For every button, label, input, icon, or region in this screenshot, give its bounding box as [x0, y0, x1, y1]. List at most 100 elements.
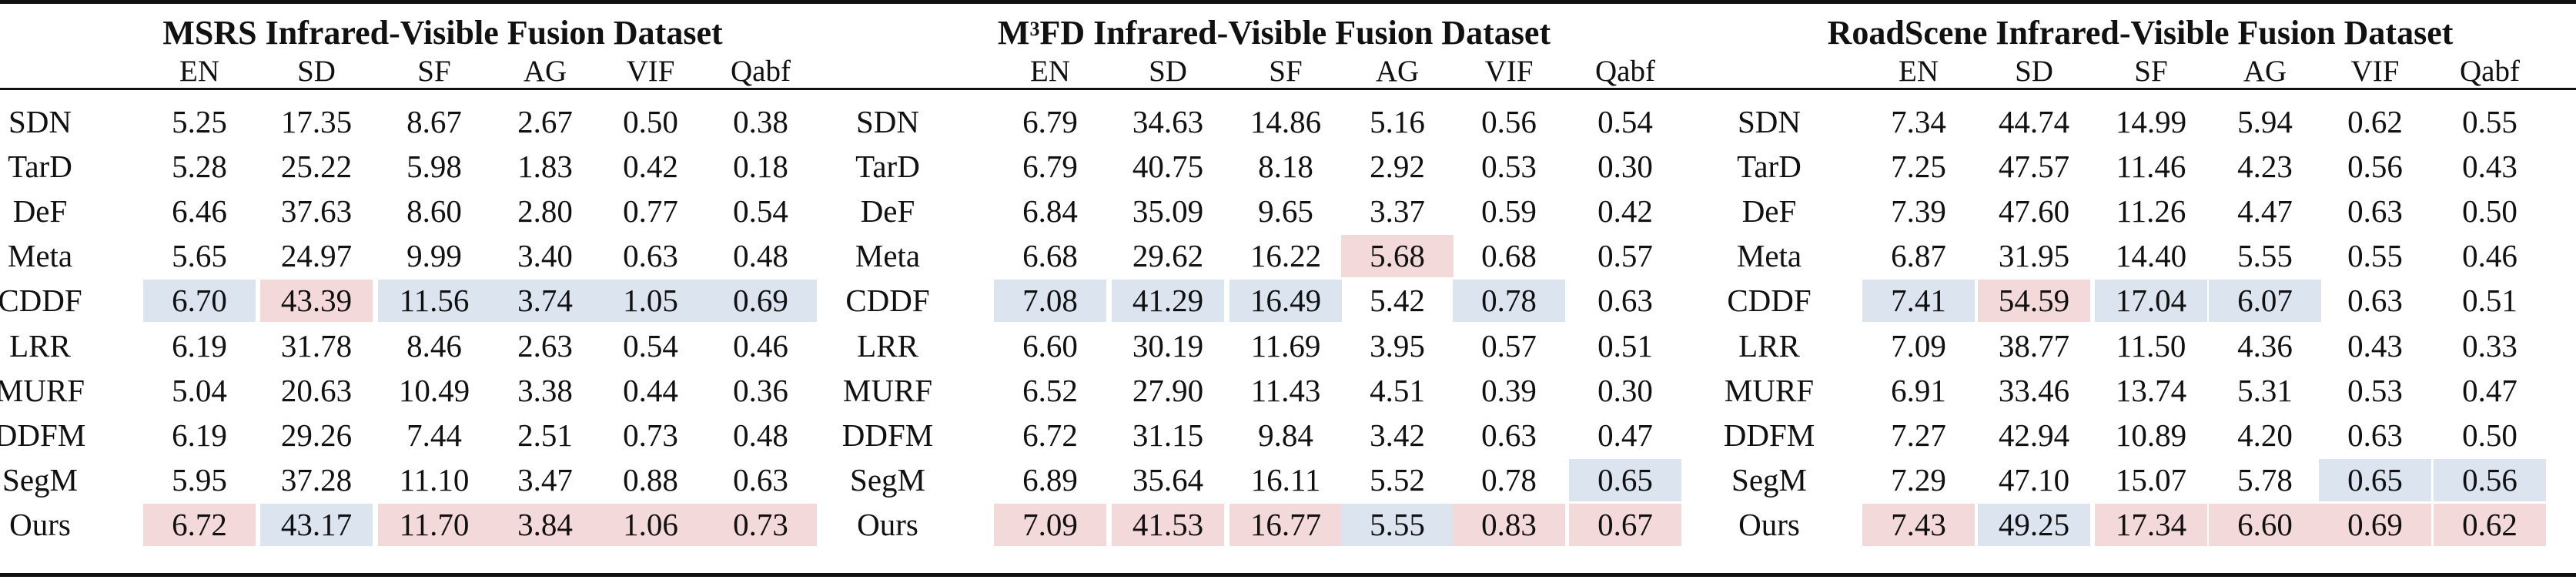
table-cell: 17.35 — [280, 103, 353, 139]
table-cell: 41.53 — [1112, 503, 1224, 546]
method-label: DeF — [12, 193, 68, 229]
column-header-qabf: Qabf — [731, 54, 791, 88]
method-label: TarD — [1737, 148, 1802, 184]
table-cell: 0.30 — [1597, 148, 1653, 184]
table-cell: 0.56 — [2347, 148, 2403, 184]
table-cell: 6.60 — [2209, 503, 2321, 546]
table-cell: 0.48 — [733, 417, 788, 453]
table-cell: 14.40 — [2115, 238, 2187, 274]
method-label: DeF — [860, 193, 915, 229]
column-header-en: EN — [1899, 54, 1939, 88]
table-cell: 7.08 — [994, 279, 1106, 322]
method-label: LRR — [9, 327, 71, 364]
table-cell: 0.59 — [1481, 193, 1537, 229]
table-cell: 0.63 — [2347, 417, 2403, 453]
table-cell: 0.69 — [704, 279, 817, 322]
table-cell: 11.43 — [1250, 372, 1321, 408]
table-cell: 8.67 — [406, 103, 462, 139]
table-cell: 0.48 — [733, 238, 788, 274]
column-header-ag: AG — [1375, 54, 1420, 88]
table-cell: 0.62 — [2434, 503, 2546, 546]
table-cell: 10.89 — [2115, 417, 2187, 453]
table-cell: 8.60 — [406, 193, 462, 229]
table-cell: 0.30 — [1597, 372, 1653, 408]
table-cell: 2.92 — [1370, 148, 1425, 184]
table-cell: 6.89 — [1022, 462, 1078, 498]
table-cell: 10.49 — [398, 372, 470, 408]
table-cell: 54.59 — [1978, 279, 2090, 322]
table-cell: 3.42 — [1370, 417, 1425, 453]
table-cell: 7.43 — [1862, 503, 1975, 546]
table-cell: 6.46 — [172, 193, 227, 229]
table-cell: 44.74 — [1998, 103, 2070, 139]
table-cell: 0.44 — [623, 372, 678, 408]
group-title-rest: FD Infrared-Visible Fusion Dataset — [1039, 13, 1551, 52]
table-cell: 37.63 — [280, 193, 353, 229]
table-cell: 0.51 — [1597, 327, 1653, 364]
table-cell: 6.19 — [172, 417, 227, 453]
table-cell: 7.44 — [406, 417, 462, 453]
table-cell: 0.42 — [1597, 193, 1653, 229]
method-label: CDDF — [1727, 283, 1812, 319]
table-cell: 20.63 — [280, 372, 353, 408]
table-cell: 0.53 — [2347, 372, 2403, 408]
table-cell: 6.70 — [143, 279, 256, 322]
table-cell: 0.63 — [2347, 193, 2403, 229]
method-label: Meta — [7, 238, 73, 274]
column-header-sf: SF — [417, 54, 451, 88]
table-cell: 31.78 — [280, 327, 353, 364]
table-cell: 0.54 — [1597, 103, 1653, 139]
table-cell: 0.46 — [733, 327, 788, 364]
table-cell: 31.95 — [1998, 238, 2070, 274]
table-cell: 37.28 — [280, 462, 353, 498]
table-cell: 4.20 — [2237, 417, 2293, 453]
table-cell: 5.28 — [172, 148, 227, 184]
method-label: SDN — [1737, 103, 1802, 139]
table-header-rule — [0, 88, 2576, 90]
table-cell: 5.55 — [2237, 238, 2293, 274]
table-cell: 40.75 — [1132, 148, 1204, 184]
table-cell: 5.65 — [172, 238, 227, 274]
table-cell: 7.25 — [1891, 148, 1946, 184]
column-header-sd: SD — [297, 54, 336, 88]
table-cell: 29.62 — [1132, 238, 1204, 274]
method-label: CDDF — [0, 283, 82, 319]
table-cell: 5.68 — [1341, 234, 1454, 277]
table-cell: 16.49 — [1229, 279, 1342, 322]
table-cell: 2.63 — [517, 327, 573, 364]
table-cell: 1.06 — [594, 503, 707, 546]
table-cell: 4.23 — [2237, 148, 2293, 184]
group-title-m3fd: M 3 FD Infrared-Visible Fusion Dataset — [997, 13, 1551, 52]
table-cell: 8.46 — [406, 327, 462, 364]
method-label: DDFM — [841, 417, 934, 453]
table-cell: 35.64 — [1132, 462, 1204, 498]
table-cell: 0.65 — [2319, 458, 2431, 501]
table-cell: 11.46 — [2116, 148, 2186, 184]
table-cell: 7.34 — [1891, 103, 1946, 139]
group-title-roadscene: RoadScene Infrared-Visible Fusion Datase… — [1778, 9, 2502, 55]
method-label: LRR — [857, 327, 918, 364]
table-cell: 0.33 — [2462, 327, 2517, 364]
table-cell: 2.67 — [517, 103, 573, 139]
table-cell: 0.56 — [1481, 103, 1537, 139]
table-cell: 6.52 — [1022, 372, 1078, 408]
table-cell: 0.67 — [1569, 503, 1681, 546]
table-cell: 42.94 — [1998, 417, 2070, 453]
table-cell: 4.36 — [2237, 327, 2293, 364]
table-cell: 9.84 — [1258, 417, 1313, 453]
table-cell: 6.87 — [1891, 238, 1946, 274]
table-cell: 0.38 — [733, 103, 788, 139]
table-cell: 6.72 — [143, 503, 256, 546]
table-cell: 0.55 — [2347, 238, 2403, 274]
method-label: Ours — [1738, 507, 1800, 543]
table-cell: 0.63 — [623, 238, 678, 274]
table-cell: 0.36 — [733, 372, 788, 408]
table-cell: 6.79 — [1022, 103, 1078, 139]
table-cell: 3.38 — [517, 372, 573, 408]
table-cell: 5.78 — [2237, 462, 2293, 498]
table-top-rule — [0, 0, 2576, 4]
table-cell: 17.04 — [2095, 279, 2207, 322]
table-cell: 0.73 — [704, 503, 817, 546]
table-cell: 0.88 — [623, 462, 678, 498]
table-cell: 11.56 — [378, 279, 490, 322]
